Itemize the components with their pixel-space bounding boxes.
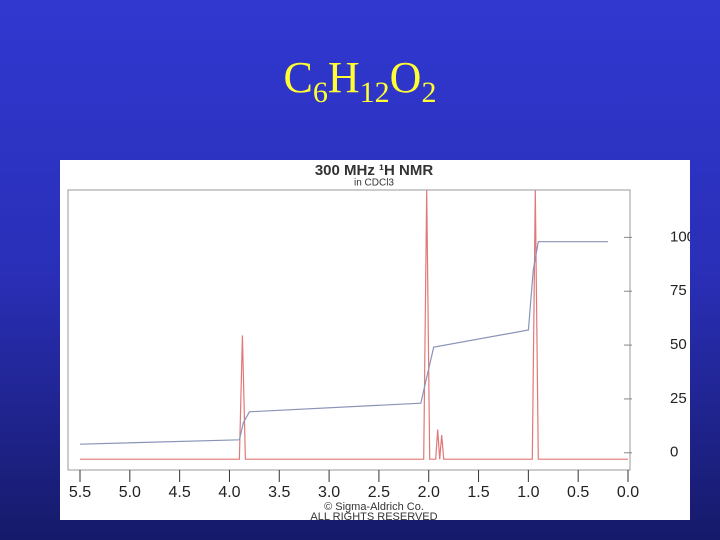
formula-subscript: 6	[312, 76, 328, 109]
y2-tick-label: 75	[670, 282, 687, 299]
rights: ALL RIGHTS RESERVED	[310, 511, 437, 523]
x-tick-label: 1.0	[517, 484, 539, 501]
x-tick-label: 3.0	[318, 484, 340, 501]
spectrum-line	[80, 189, 628, 460]
y2-tick-label: 0	[670, 444, 678, 461]
x-tick-label: 2.0	[418, 484, 440, 501]
x-tick-label: 5.0	[119, 484, 141, 501]
x-tick-label: 1.5	[467, 484, 489, 501]
x-tick-label: 0.0	[617, 484, 639, 501]
plot-frame	[67, 189, 631, 471]
x-tick-label: 4.5	[169, 484, 191, 501]
formula-element: O	[389, 53, 422, 102]
y2-tick-label: 100	[670, 228, 695, 245]
spectrum-image	[60, 160, 690, 520]
x-tick-label: 4.0	[218, 484, 240, 501]
formula-element: C	[283, 53, 313, 102]
integration-curve	[79, 241, 609, 445]
x-tick-label: 5.5	[69, 484, 91, 501]
formula-element: H	[327, 53, 360, 102]
y2-tick-label: 25	[670, 390, 687, 407]
copyright: © Sigma-Aldrich Co.	[324, 501, 424, 513]
x-tick-label: 0.5	[567, 484, 589, 501]
chart-title: 300 MHz ¹H NMR	[315, 162, 434, 179]
formula-subscript: 2	[421, 76, 437, 109]
slide-title: C6H12O2	[0, 52, 720, 110]
x-tick-label: 2.5	[368, 484, 390, 501]
solvent-label: in CDCl3	[354, 178, 394, 189]
x-tick-label: 3.5	[268, 484, 290, 501]
y2-tick-label: 50	[670, 336, 687, 353]
formula-subscript: 12	[359, 76, 390, 109]
